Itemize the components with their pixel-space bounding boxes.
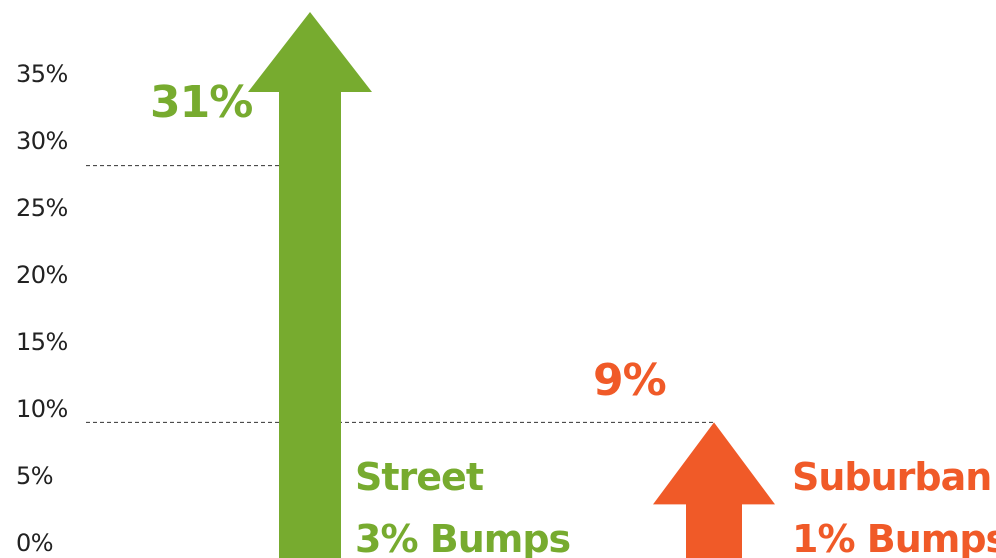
y-tick-label: 10% [16, 395, 68, 423]
y-tick-label: 30% [16, 127, 68, 155]
category-label-line1: Suburban [792, 455, 991, 499]
arrow-mark [248, 12, 372, 558]
labels: 31% Street 3% Bumps 9% Suburban 1% Bumps [150, 77, 996, 558]
y-tick-label: 25% [16, 194, 68, 222]
arrows [248, 12, 775, 558]
category-label-line2: 3% Bumps [355, 517, 570, 558]
category-label-line1: Street [355, 455, 484, 499]
y-tick-label: 20% [16, 261, 68, 289]
category-label-line2: 1% Bumps [792, 517, 996, 558]
arrow-mark [653, 422, 775, 558]
y-tick-label: 5% [16, 462, 53, 490]
y-tick-label: 35% [16, 60, 68, 88]
value-label: 31% [150, 77, 252, 128]
value-label: 9% [593, 355, 666, 406]
y-tick-label: 15% [16, 328, 68, 356]
y-tick-label: 0% [16, 529, 53, 557]
y-axis: 0% 5% 10% 15% 20% 25% 30% 35% [16, 60, 68, 557]
